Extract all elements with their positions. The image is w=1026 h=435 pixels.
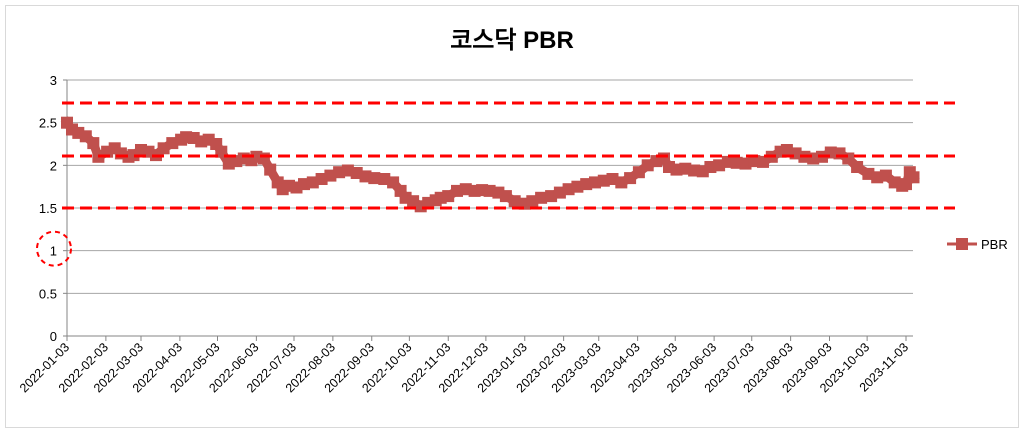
data-point-4: [87, 137, 100, 150]
y-tick-label-3: 1.5: [39, 201, 57, 216]
y-tick-label-4: 2: [50, 158, 57, 173]
y-tick-label-5: 2.5: [39, 116, 57, 131]
y-tick-label-1: 0.5: [39, 286, 57, 301]
annotations: [36, 101, 955, 267]
y-axis-tick-labels: 0 0.5 1 1.5 2 2.5 3: [39, 73, 57, 344]
y-tick-label-2: 1: [50, 244, 57, 259]
data-point-60: [508, 195, 521, 208]
data-point-29: [264, 163, 277, 176]
series-pbr: [60, 116, 920, 213]
data-point-42: [368, 172, 381, 185]
grid-lines: [63, 79, 913, 341]
legend-marker-swatch: [956, 238, 968, 250]
data-point-100: [851, 161, 864, 173]
y-tick-label-0: 0: [50, 329, 57, 344]
legend-label-pbr: PBR: [981, 237, 1008, 252]
chart-title: 코스닥 PBR: [450, 27, 574, 54]
y-tick-label-6: 3: [50, 73, 57, 88]
x-axis-tick-labels: 2022-01-032022-02-032022-03-032022-04-03…: [17, 340, 911, 395]
data-point-2: [72, 126, 85, 139]
legend: PBR: [947, 237, 1008, 252]
data-point-108: [907, 171, 920, 184]
data-point-63: [535, 191, 548, 204]
chart-frame: [5, 5, 1019, 428]
data-point-28: [257, 152, 270, 165]
